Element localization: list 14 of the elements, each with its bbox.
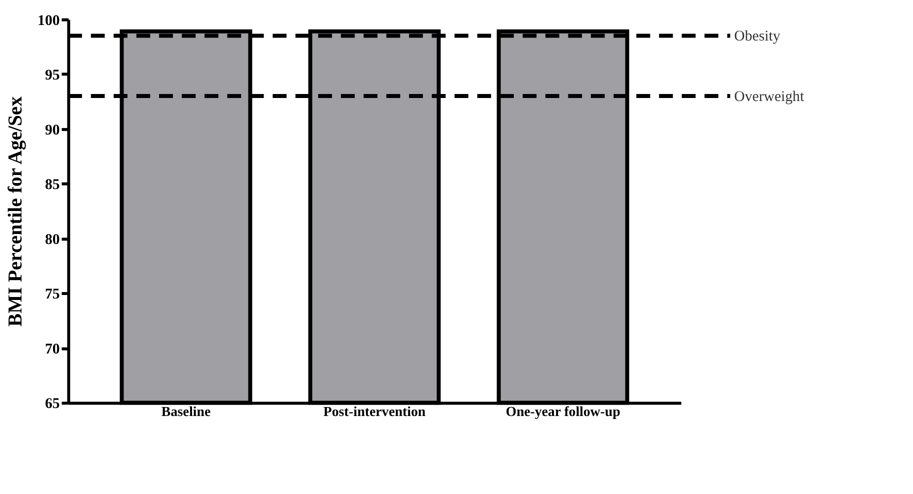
y-tick-label: 90 (44, 122, 60, 138)
y-tick-label: 80 (44, 232, 60, 248)
y-tick-label: 95 (44, 68, 60, 84)
x-tick-label: Post-intervention (323, 404, 426, 420)
x-tick-label: Baseline (161, 404, 211, 420)
y-tick-label: 65 (44, 396, 60, 412)
y-axis-title: BMI Percentile for Age/Sex (4, 96, 27, 327)
x-tick-label: One-year follow-up (506, 404, 621, 420)
ref-line-label: Overweight (734, 88, 805, 105)
y-tick-label: 85 (44, 177, 60, 194)
y-tick-label: 75 (44, 286, 60, 303)
ref-line-label: Obesity (734, 28, 781, 45)
y-tick-label: 100 (38, 12, 60, 29)
y-tick-label: 70 (44, 341, 60, 358)
